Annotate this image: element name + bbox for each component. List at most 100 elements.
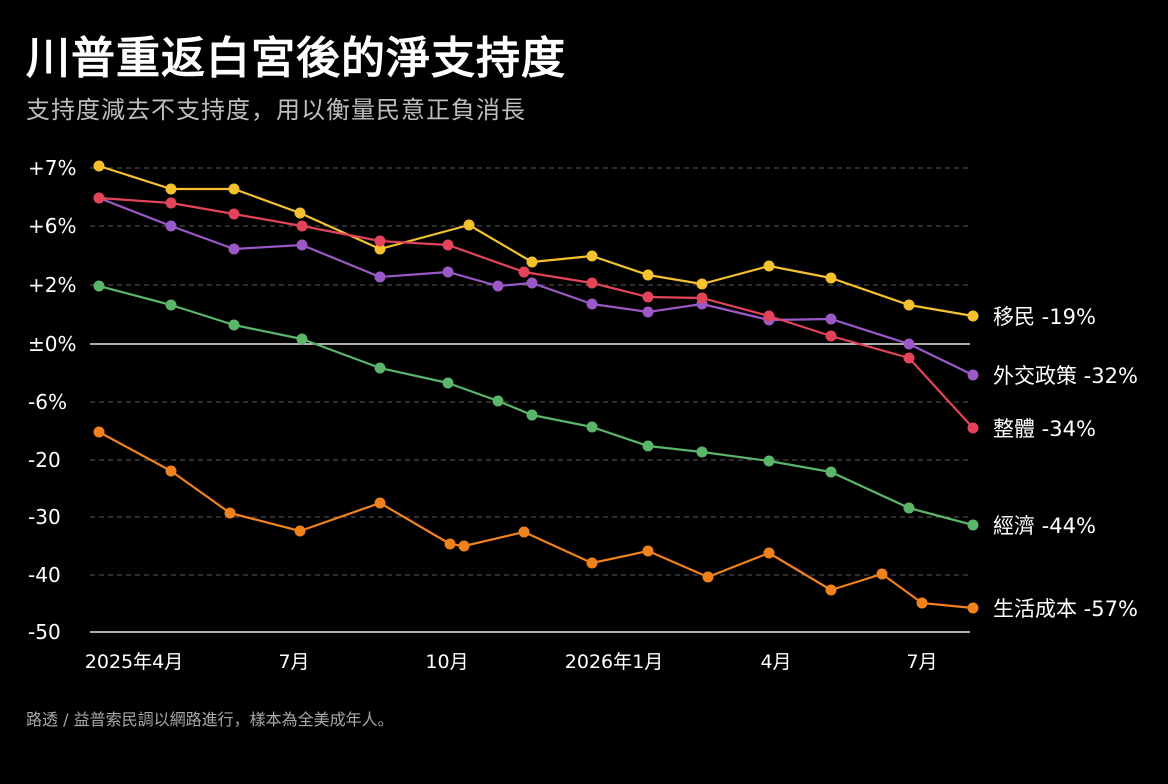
y-tick-label: +2% bbox=[28, 273, 77, 297]
data-point bbox=[374, 497, 386, 509]
y-tick-label: -30 bbox=[28, 505, 61, 529]
data-point bbox=[967, 310, 979, 322]
data-point bbox=[642, 291, 654, 303]
data-point bbox=[442, 266, 454, 278]
data-point bbox=[763, 310, 775, 322]
data-point bbox=[93, 426, 105, 438]
series-line bbox=[98, 196, 974, 429]
data-point bbox=[518, 526, 530, 538]
data-point bbox=[228, 183, 240, 195]
source-note: 路透 / 益普索民調以網路進行，樣本為全美成年人。 bbox=[26, 710, 394, 729]
data-point bbox=[93, 192, 105, 204]
data-point bbox=[586, 298, 598, 310]
x-axis-ticks: 2025年4月 7月 10月 2026年1月 4月 7月 bbox=[85, 651, 938, 673]
data-point bbox=[224, 507, 236, 519]
data-point bbox=[444, 538, 456, 550]
series-end-label: 整體 -34% bbox=[993, 417, 1096, 441]
data-point bbox=[825, 330, 837, 342]
data-point bbox=[165, 299, 177, 311]
data-point bbox=[967, 519, 979, 531]
data-point bbox=[876, 568, 888, 580]
data-point bbox=[165, 465, 177, 477]
data-point bbox=[526, 256, 538, 268]
x-tick-label: 2025年4月 bbox=[85, 651, 183, 673]
data-point bbox=[374, 235, 386, 247]
x-tick-label: 10月 bbox=[425, 651, 468, 673]
data-point bbox=[374, 362, 386, 374]
data-point bbox=[526, 409, 538, 421]
y-axis-ticks: +7% +6% +2% ±0% -6% -20 -30 -40 -50 bbox=[28, 156, 77, 644]
data-point bbox=[165, 183, 177, 195]
data-point bbox=[967, 422, 979, 434]
x-tick-label: 2026年1月 bbox=[565, 651, 663, 673]
series-end-label: 外交政策 -32% bbox=[993, 364, 1138, 388]
chart-title: 川普重返白宮後的淨支持度 bbox=[26, 33, 566, 84]
y-tick-label: -20 bbox=[28, 448, 61, 472]
data-point bbox=[165, 197, 177, 209]
data-point bbox=[458, 540, 470, 552]
series-生活成本 bbox=[93, 426, 979, 614]
series-end-labels: 移民 -19% 外交政策 -32% 整體 -34% 經濟 -44% 生活成本 -57% bbox=[993, 305, 1138, 621]
data-point bbox=[903, 352, 915, 364]
y-tick-label: +7% bbox=[28, 156, 77, 180]
data-point bbox=[967, 369, 979, 381]
data-point bbox=[967, 602, 979, 614]
data-point bbox=[825, 466, 837, 478]
data-point bbox=[586, 250, 598, 262]
data-point bbox=[296, 239, 308, 251]
x-tick-label: 7月 bbox=[278, 651, 309, 673]
data-point bbox=[763, 455, 775, 467]
data-point bbox=[518, 266, 530, 278]
data-point bbox=[586, 557, 598, 569]
x-tick-label: 4月 bbox=[760, 651, 791, 673]
series-line bbox=[98, 164, 974, 318]
data-point bbox=[93, 160, 105, 172]
y-tick-label: -40 bbox=[28, 563, 61, 587]
gridlines bbox=[90, 167, 970, 633]
x-tick-label: 7月 bbox=[906, 651, 937, 673]
series-end-label: 移民 -19% bbox=[993, 305, 1096, 329]
data-point bbox=[642, 440, 654, 452]
series-lines bbox=[93, 160, 979, 614]
data-point bbox=[696, 446, 708, 458]
data-point bbox=[228, 319, 240, 331]
data-point bbox=[296, 333, 308, 345]
data-point bbox=[916, 597, 928, 609]
data-point bbox=[492, 395, 504, 407]
data-point bbox=[442, 377, 454, 389]
data-point bbox=[903, 299, 915, 311]
data-point bbox=[294, 207, 306, 219]
series-整體 bbox=[93, 192, 979, 434]
data-point bbox=[642, 545, 654, 557]
data-point bbox=[903, 502, 915, 514]
data-point bbox=[763, 260, 775, 272]
series-移民 bbox=[93, 160, 979, 322]
y-tick-label: -50 bbox=[28, 620, 61, 644]
data-point bbox=[586, 277, 598, 289]
data-point bbox=[825, 313, 837, 325]
data-point bbox=[903, 338, 915, 350]
data-point bbox=[825, 272, 837, 284]
data-point bbox=[642, 306, 654, 318]
data-point bbox=[702, 571, 714, 583]
series-end-label: 經濟 -44% bbox=[993, 514, 1096, 538]
data-point bbox=[165, 220, 177, 232]
data-point bbox=[442, 239, 454, 251]
data-point bbox=[296, 220, 308, 232]
data-point bbox=[763, 547, 775, 559]
data-point bbox=[374, 243, 386, 255]
data-point bbox=[526, 277, 538, 289]
data-point bbox=[294, 525, 306, 537]
y-tick-label: -6% bbox=[28, 390, 67, 414]
data-point bbox=[696, 278, 708, 290]
series-經濟 bbox=[93, 280, 979, 531]
data-point bbox=[642, 269, 654, 281]
data-point bbox=[463, 219, 475, 231]
data-point bbox=[696, 292, 708, 304]
y-tick-label: ±0% bbox=[28, 332, 77, 356]
data-point bbox=[492, 280, 504, 292]
series-end-label: 生活成本 -57% bbox=[993, 597, 1138, 621]
data-point bbox=[825, 584, 837, 596]
y-tick-label: +6% bbox=[28, 214, 77, 238]
